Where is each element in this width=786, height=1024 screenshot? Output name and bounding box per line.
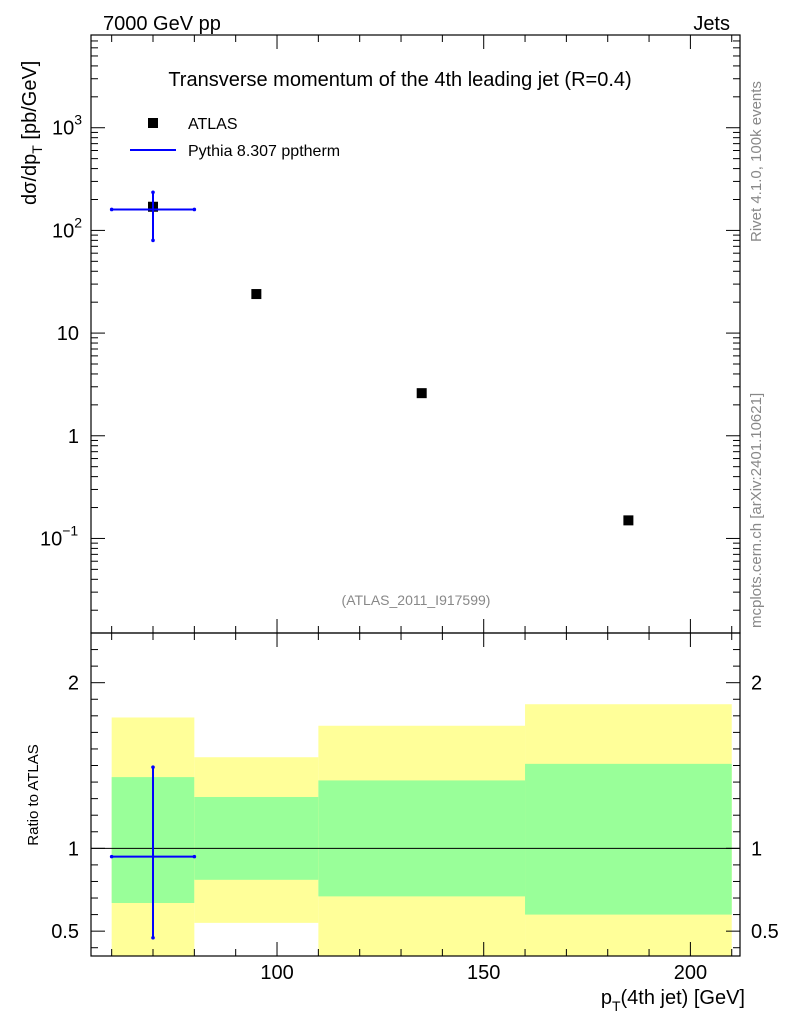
legend-atlas-label: ATLAS bbox=[188, 116, 238, 133]
ratio-pythia-errorbar-cap bbox=[192, 854, 197, 859]
main-y-tick-label: 10−1 bbox=[40, 522, 78, 550]
pythia-errorbar-cap bbox=[192, 207, 197, 212]
main-y-axis-label: dσ/dpT [pb/GeV] bbox=[19, 61, 45, 205]
main-y-tick-labels: 10−1 1 10 102 103 bbox=[40, 112, 82, 551]
legend-pythia-label: Pythia 8.307 pptherm bbox=[188, 143, 340, 160]
ratio-band-inner bbox=[525, 763, 732, 915]
ratio-panel: 0.5 0.5 1 1 2 2 100 150 200 Ratio to ATLAS pT(4t… bbox=[25, 632, 779, 1014]
ratio-y-tick-label-left: 2 bbox=[68, 673, 79, 695]
main-y-tick-label: 1 bbox=[68, 426, 79, 448]
header-process: Jets bbox=[693, 13, 730, 35]
legend-atlas-marker bbox=[148, 118, 158, 128]
main-y-tick-label: 10 bbox=[57, 323, 79, 345]
ratio-bands bbox=[111, 704, 732, 956]
ratio-y-tick-label-left: 0.5 bbox=[51, 921, 79, 943]
analysis-annotation: (ATLAS_2011_I917599) bbox=[342, 592, 491, 608]
mcplots-label: mcplots.cern.ch [arXiv:2401.10621] bbox=[748, 393, 765, 628]
ratio-x-tick-label: 150 bbox=[467, 962, 500, 984]
legend: ATLAS Pythia 8.307 pptherm bbox=[130, 116, 340, 160]
ratio-y-axis-label: Ratio to ATLAS bbox=[25, 744, 42, 845]
ratio-pythia-errorbar-cap bbox=[109, 854, 114, 859]
ratio-y-tick-label-right: 0.5 bbox=[751, 921, 779, 943]
ratio-band-inner bbox=[318, 780, 526, 897]
ratio-pythia-errorbar-cap bbox=[151, 935, 155, 940]
atlas-data-point bbox=[623, 515, 634, 526]
main-y-tick-label: 103 bbox=[52, 112, 82, 140]
atlas-data-point bbox=[416, 388, 427, 399]
header-energy: 7000 GeV pp bbox=[103, 13, 221, 35]
rivet-label: Rivet 4.1.0, 100k events bbox=[748, 81, 765, 242]
ratio-axis-ticks bbox=[91, 633, 740, 956]
ratio-y-tick-label-right: 1 bbox=[751, 838, 762, 860]
main-panel: 10−1 1 10 102 103 Transverse momentum of the… bbox=[19, 34, 741, 634]
ratio-data bbox=[109, 765, 197, 940]
pythia-errorbar-cap bbox=[151, 190, 155, 195]
chart-title: Transverse momentum of the 4th leading j… bbox=[168, 69, 631, 91]
main-y-tick-label: 102 bbox=[52, 214, 82, 242]
ratio-y-tick-label-left: 1 bbox=[68, 838, 79, 860]
atlas-data-point bbox=[251, 289, 262, 300]
ratio-x-tick-label: 100 bbox=[260, 962, 293, 984]
ratio-band-inner bbox=[194, 796, 319, 880]
ratio-y-tick-label-right: 2 bbox=[751, 673, 762, 695]
ratio-x-tick-label: 200 bbox=[674, 962, 707, 984]
ratio-pythia-errorbar-cap bbox=[151, 765, 155, 769]
pythia-errorbar-cap bbox=[151, 238, 155, 243]
ratio-x-axis-label: pT(4th jet) [GeV] bbox=[601, 987, 745, 1014]
ratio-frame bbox=[90, 632, 741, 957]
ratio-tick-labels: 0.5 0.5 1 1 2 2 100 150 200 bbox=[51, 673, 779, 984]
main-data bbox=[109, 190, 634, 526]
pythia-errorbar-cap bbox=[109, 207, 114, 212]
